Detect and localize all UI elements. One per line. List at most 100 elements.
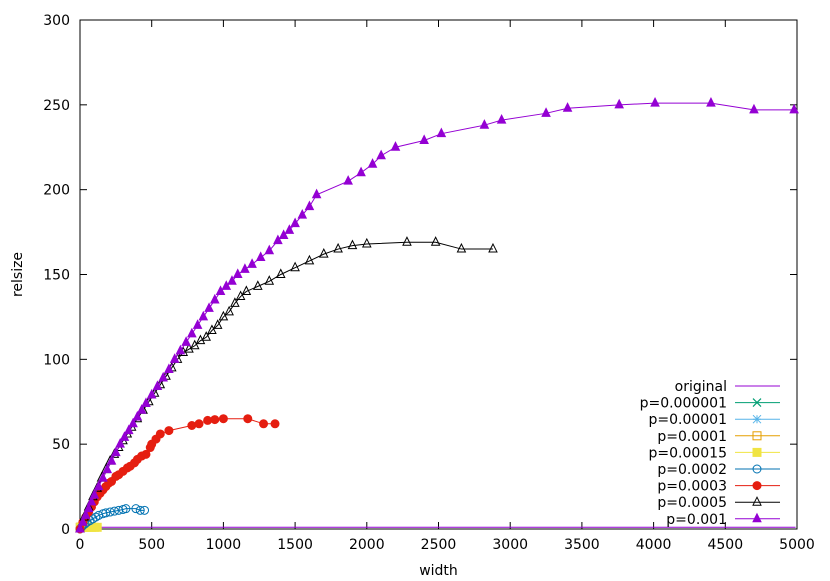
legend-label: p=0.00001 <box>648 412 727 428</box>
legend-entry: p=0.0003 <box>657 479 780 495</box>
y-tick-label: 300 <box>43 13 70 29</box>
data-point <box>243 414 253 424</box>
data-point <box>436 127 447 138</box>
data-point <box>98 471 108 482</box>
data-point <box>80 509 91 519</box>
data-point <box>194 419 204 429</box>
data-point <box>290 261 300 272</box>
data-point <box>210 415 220 425</box>
data-point <box>192 319 203 329</box>
legend-entry: p=0.00001 <box>648 412 780 428</box>
data-point <box>275 268 286 278</box>
legend-entry: p=0.000001 <box>640 396 780 412</box>
data-point <box>235 290 246 301</box>
data-point <box>92 522 102 532</box>
data-point <box>297 208 308 219</box>
data-point <box>121 504 131 514</box>
data-point <box>158 371 168 382</box>
data-point <box>218 310 229 321</box>
y-tick-label: 50 <box>52 437 70 453</box>
data-point <box>232 268 243 278</box>
data-point <box>456 242 467 253</box>
data-point <box>141 397 151 407</box>
data-point <box>209 293 220 304</box>
data-point <box>123 424 134 435</box>
data-point <box>347 239 358 250</box>
data-point <box>155 429 165 439</box>
legend-marker <box>752 414 762 424</box>
legend-label: original <box>675 379 727 395</box>
legend-marker <box>752 447 762 457</box>
data-point <box>198 310 209 321</box>
data-point <box>106 455 117 465</box>
data-point <box>614 98 624 109</box>
data-point <box>479 119 490 129</box>
data-point <box>181 336 191 346</box>
data-point <box>541 107 551 117</box>
data-point <box>109 506 119 516</box>
data-point <box>253 280 263 290</box>
x-tick-label: 1000 <box>206 537 242 553</box>
data-point <box>101 508 111 518</box>
y-tick-label: 100 <box>43 352 70 368</box>
legend-entry: p=0.0001 <box>657 429 780 445</box>
data-point <box>304 200 315 211</box>
x-axis-label: width <box>419 563 458 579</box>
data-point <box>102 463 113 474</box>
data-point <box>195 334 206 345</box>
data-point <box>264 244 275 255</box>
data-point <box>111 446 121 457</box>
data-point <box>201 331 212 341</box>
x-tick-label: 1500 <box>277 537 313 553</box>
data-point <box>496 113 507 124</box>
data-point <box>356 166 366 177</box>
legend-label: p=0.000001 <box>640 396 727 412</box>
x-tick-label: 5000 <box>779 537 815 553</box>
legend-entry: p=0.00015 <box>648 445 780 461</box>
data-point <box>240 263 250 273</box>
x-tick-label: 2000 <box>349 537 385 553</box>
series-line <box>79 241 493 530</box>
data-point <box>187 327 197 338</box>
data-point <box>749 103 759 114</box>
legend-entry: p=0.001 <box>666 512 780 528</box>
data-point <box>367 158 378 168</box>
legend-marker <box>752 481 762 491</box>
data-point <box>273 234 283 245</box>
y-tick-label: 200 <box>43 183 70 199</box>
legend-entry: original <box>675 379 780 395</box>
data-point <box>562 102 573 112</box>
y-axis-label: relsize <box>10 252 26 297</box>
data-point <box>361 237 372 248</box>
data-point <box>119 431 130 441</box>
legend: originalp=0.000001p=0.00001p=0.0001p=0.0… <box>640 379 780 528</box>
x-tick-label: 3000 <box>492 537 528 553</box>
data-point <box>304 254 315 265</box>
legend-label: p=0.00015 <box>648 445 727 461</box>
data-point <box>207 324 217 334</box>
data-point <box>284 224 295 234</box>
x-tick-label: 3500 <box>564 537 600 553</box>
data-point <box>255 251 266 262</box>
series-7 <box>75 236 498 533</box>
data-point <box>650 97 660 107</box>
x-tick-label: 500 <box>138 537 165 553</box>
legend-label: p=0.0005 <box>657 495 727 511</box>
data-point <box>311 188 322 199</box>
data-point <box>247 258 257 268</box>
data-point <box>488 242 498 253</box>
legend-marker <box>752 496 762 506</box>
x-tick-label: 0 <box>76 537 85 553</box>
data-point <box>189 339 200 350</box>
data-point <box>215 285 226 295</box>
data-point <box>164 363 174 374</box>
data-point <box>105 507 115 517</box>
data-point <box>430 236 441 246</box>
legend-label: p=0.0001 <box>657 429 727 445</box>
data-point <box>224 305 234 316</box>
data-point <box>78 516 88 526</box>
data-point <box>259 419 269 429</box>
data-point <box>146 388 157 399</box>
data-point <box>333 242 343 253</box>
data-point <box>89 488 100 499</box>
